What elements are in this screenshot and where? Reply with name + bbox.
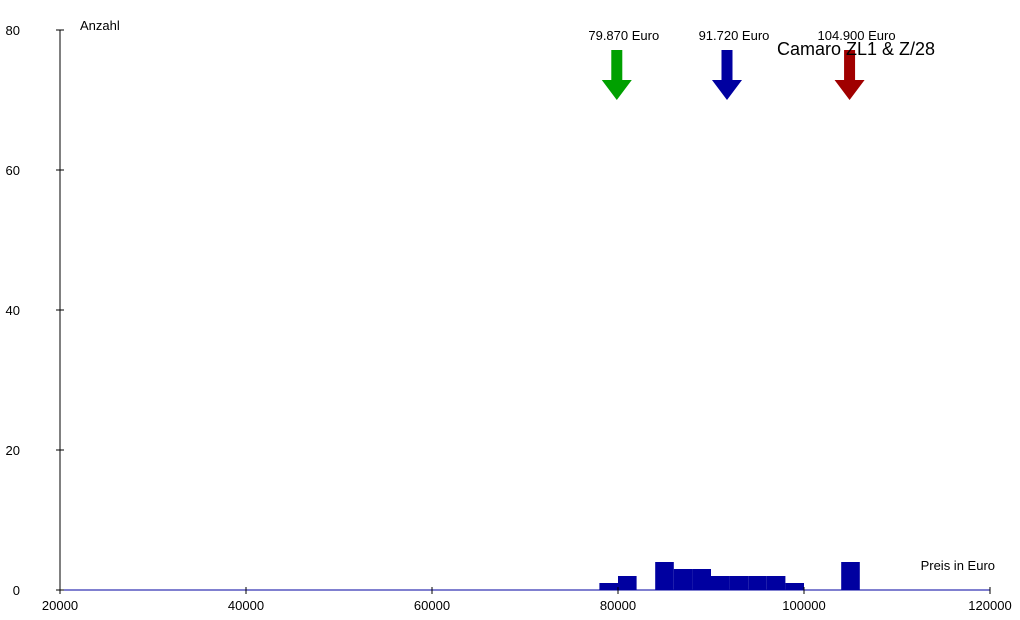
- down-arrow-icon: [601, 50, 632, 100]
- x-tick-label: 60000: [414, 598, 450, 613]
- histogram-bar: [841, 562, 860, 590]
- price-marker-label: 91.720 Euro: [699, 28, 770, 43]
- down-arrow-icon: [834, 50, 865, 100]
- x-tick-label: 100000: [782, 598, 825, 613]
- histogram-bar: [655, 562, 674, 590]
- chart-title: Camaro ZL1 & Z/28: [777, 39, 935, 59]
- histogram-bar: [618, 576, 637, 590]
- x-tick-label: 120000: [968, 598, 1011, 613]
- price-marker-label: 104.900 Euro: [818, 28, 896, 43]
- histogram-bar: [766, 576, 786, 590]
- price-marker-label: 79.870 Euro: [588, 28, 659, 43]
- histogram-bar: [599, 583, 618, 590]
- x-axis-title: Preis in Euro: [921, 558, 995, 573]
- axes-group: [59, 30, 990, 591]
- x-ticks-group: 20000 40000 60000 80000 100000 120000: [42, 587, 1012, 613]
- markers-group: 79.870 Euro 91.720 Euro 104.900 Euro: [588, 28, 896, 100]
- y-tick-label: 20: [6, 443, 20, 458]
- price-marker: 91.720 Euro: [699, 28, 770, 100]
- histogram-bar: [692, 569, 711, 590]
- y-ticks-group: 0 20 40 60 80: [6, 23, 64, 598]
- histogram-bar: [673, 569, 693, 590]
- x-tick-label: 20000: [42, 598, 78, 613]
- bars-group: [599, 562, 860, 590]
- x-tick-label: 80000: [600, 598, 636, 613]
- histogram-bar: [711, 576, 730, 590]
- price-marker: 104.900 Euro: [818, 28, 896, 100]
- price-marker: 79.870 Euro: [588, 28, 659, 100]
- y-tick-label: 40: [6, 303, 20, 318]
- histogram-bar: [785, 583, 804, 590]
- histogram-bar: [748, 576, 767, 590]
- y-tick-label: 60: [6, 163, 20, 178]
- down-arrow-icon: [711, 50, 742, 100]
- y-tick-label: 0: [13, 583, 20, 598]
- y-tick-label: 80: [6, 23, 20, 38]
- histogram-bar: [729, 576, 749, 590]
- x-tick-label: 40000: [228, 598, 264, 613]
- y-axis-title: Anzahl: [80, 18, 120, 33]
